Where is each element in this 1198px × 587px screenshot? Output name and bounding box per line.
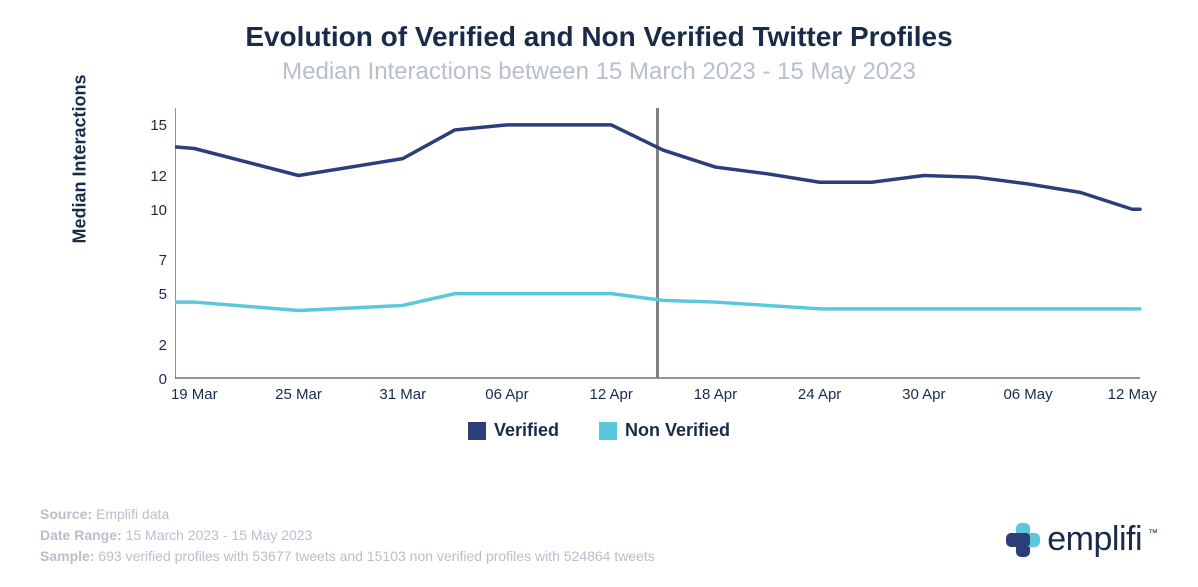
- x-tick-label: 12 Apr: [576, 386, 646, 403]
- x-tick-label: 24 Apr: [785, 386, 855, 403]
- footer-value: 15 March 2023 - 15 May 2023: [122, 527, 313, 543]
- footer-line: Date Range: 15 March 2023 - 15 May 2023: [40, 525, 655, 546]
- x-tick-label: 30 Apr: [889, 386, 959, 403]
- footer-key: Source:: [40, 506, 92, 522]
- y-tick-label: 12: [137, 168, 167, 185]
- emplifi-logo-icon: [1005, 522, 1041, 558]
- legend-item: Verified: [468, 420, 559, 441]
- x-tick-label: 19 Mar: [159, 386, 229, 403]
- footer-value: Emplifi data: [92, 506, 169, 522]
- legend-swatch: [599, 422, 617, 440]
- y-tick-label: 10: [137, 202, 167, 219]
- x-tick-label: 18 Apr: [680, 386, 750, 403]
- x-tick-label: 12 May: [1097, 386, 1167, 403]
- trademark-symbol: ™: [1148, 528, 1158, 539]
- footer-key: Sample:: [40, 548, 94, 564]
- chart-title: Evolution of Verified and Non Verified T…: [30, 20, 1168, 54]
- line-chart: [175, 108, 1142, 380]
- legend-swatch: [468, 422, 486, 440]
- x-tick-label: 06 May: [993, 386, 1063, 403]
- x-tick-label: 06 Apr: [472, 386, 542, 403]
- chart-container: Evolution of Verified and Non Verified T…: [0, 0, 1198, 587]
- footer-line: Sample: 693 verified profiles with 53677…: [40, 546, 655, 567]
- brand-logo: emplifi ™: [1005, 520, 1158, 559]
- footer-value: 693 verified profiles with 53677 tweets …: [94, 548, 654, 564]
- y-tick-label: 5: [137, 286, 167, 303]
- legend-label: Verified: [494, 420, 559, 441]
- y-tick-label: 2: [137, 337, 167, 354]
- legend-label: Non Verified: [625, 420, 730, 441]
- x-tick-label: 31 Mar: [368, 386, 438, 403]
- y-tick-label: 7: [137, 252, 167, 269]
- y-tick-label: 15: [137, 117, 167, 134]
- footer-key: Date Range:: [40, 527, 122, 543]
- x-tick-label: 25 Mar: [264, 386, 334, 403]
- chart-legend: Verified Non Verified: [0, 420, 1198, 441]
- y-tick-label: 0: [137, 371, 167, 388]
- legend-item: Non Verified: [599, 420, 730, 441]
- chart-subtitle: Median Interactions between 15 March 202…: [30, 58, 1168, 87]
- chart-footer: Source: Emplifi dataDate Range: 15 March…: [40, 504, 655, 567]
- emplifi-logo-text: emplifi: [1047, 520, 1142, 559]
- footer-line: Source: Emplifi data: [40, 504, 655, 525]
